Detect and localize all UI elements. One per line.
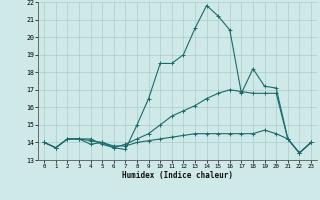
X-axis label: Humidex (Indice chaleur): Humidex (Indice chaleur): [122, 171, 233, 180]
